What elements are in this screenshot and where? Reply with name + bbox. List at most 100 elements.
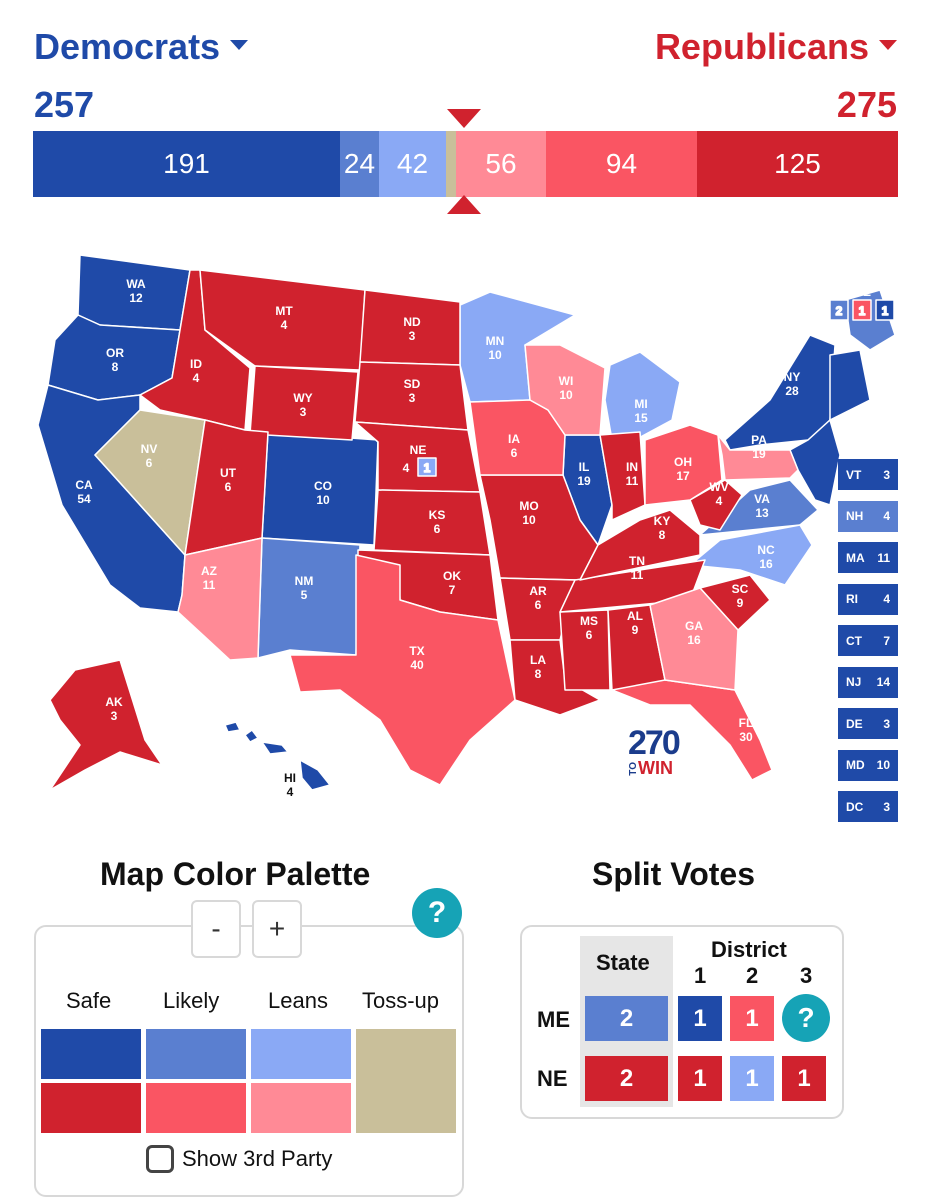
state-ev-la: 8 — [535, 667, 542, 681]
state-ut[interactable] — [184, 419, 269, 556]
state-ev-ak: 3 — [111, 709, 118, 723]
state-ak[interactable] — [49, 659, 163, 791]
state-ks[interactable] — [373, 489, 491, 556]
state-az[interactable] — [177, 537, 263, 661]
state-header: State — [596, 950, 650, 975]
state-hi[interactable] — [244, 729, 259, 743]
state-wv[interactable] — [689, 479, 743, 531]
ne-district-1[interactable]: 1 — [678, 1056, 722, 1101]
small-state-dc[interactable]: DC 3 — [838, 791, 898, 822]
small-state-de[interactable]: DE 3 — [838, 708, 898, 739]
majority-marker-top-icon — [447, 109, 481, 128]
palette-col-safe: Safe — [66, 988, 112, 1013]
ne-state-votes[interactable]: 2 — [585, 1056, 668, 1101]
state-hi-mid[interactable] — [261, 741, 289, 755]
small-state-md[interactable]: MD 10 — [838, 749, 898, 781]
small-state-abbr: NH — [846, 509, 864, 523]
state-label-pa: PA — [751, 433, 767, 447]
state-label-co: CO — [314, 479, 332, 493]
state-ev-nd: 3 — [409, 329, 416, 343]
state-ev-ar: 6 — [535, 598, 542, 612]
checkbox[interactable] — [146, 1145, 174, 1173]
ne-district-2[interactable]: 1 — [730, 1056, 774, 1101]
state-label-or: OR — [106, 346, 124, 360]
state-ev-ok: 7 — [449, 583, 456, 597]
small-state-ct[interactable]: CT 7 — [838, 625, 898, 656]
minus-button[interactable]: - — [191, 900, 241, 958]
state-ev-nc: 16 — [759, 557, 773, 571]
small-state-nh[interactable]: NH 4 — [838, 500, 898, 532]
me-district-2[interactable]: 1 — [730, 996, 774, 1041]
state-ev-il: 19 — [577, 474, 591, 488]
state-label-id: ID — [190, 357, 202, 371]
state-ev-wv: 4 — [716, 494, 723, 508]
palette-col-tossup: Toss-up — [362, 988, 440, 1013]
state-tx[interactable] — [289, 554, 516, 786]
bar-rep-likely: 94 — [546, 131, 697, 197]
state-wi[interactable] — [524, 344, 606, 436]
state-nc[interactable] — [689, 524, 813, 586]
majority-marker-bottom-icon — [447, 195, 481, 214]
me-state-votes[interactable]: 2 — [585, 996, 668, 1041]
state-hi-small[interactable] — [224, 721, 241, 733]
small-state-vt[interactable]: VT 3 — [838, 459, 898, 490]
state-label-in: IN — [626, 460, 638, 474]
small-state-ma[interactable]: MA 11 — [838, 542, 898, 573]
state-in[interactable] — [599, 431, 646, 521]
swatch-dem-safe[interactable] — [41, 1029, 141, 1079]
bar-rep-safe: 125 — [697, 131, 898, 197]
state-label-nm: NM — [295, 574, 314, 588]
swatch-rep-safe[interactable] — [41, 1083, 141, 1133]
state-label-wi: WI — [559, 374, 574, 388]
state-mt[interactable] — [199, 269, 366, 371]
democrats-total: 257 — [34, 84, 95, 125]
state-hi-big[interactable] — [299, 759, 331, 791]
logo-win: WIN — [638, 758, 673, 778]
swatch-dem-leans[interactable] — [251, 1029, 351, 1079]
state-label-ia: IA — [508, 432, 520, 446]
state-label-ut: UT — [220, 466, 237, 480]
state-ev-sd: 3 — [409, 391, 416, 405]
state-label-mo: MO — [519, 499, 538, 513]
state-label-nd: ND — [403, 315, 421, 329]
swatch-rep-likely[interactable] — [146, 1083, 246, 1133]
state-oh[interactable] — [644, 424, 723, 506]
state-va[interactable] — [699, 479, 819, 536]
logo-to: TO — [628, 762, 639, 776]
state-wy[interactable] — [249, 365, 359, 441]
state-ev-ga: 16 — [687, 633, 701, 647]
palette-help-button[interactable]: ? — [412, 888, 462, 938]
small-state-ev: 11 — [877, 550, 890, 565]
district-2-header: 2 — [746, 963, 759, 988]
state-ev-ks: 6 — [434, 522, 441, 536]
bar-dem-likely: 24 — [340, 131, 379, 197]
state-nm[interactable] — [257, 537, 361, 659]
palette-panel — [34, 925, 464, 1197]
ne-district-3[interactable]: 1 — [782, 1056, 826, 1101]
state-ev-va: 13 — [755, 506, 769, 520]
me-district-1[interactable]: 1 — [678, 996, 722, 1041]
state-ne-corner[interactable] — [829, 349, 871, 421]
swatch-tossup[interactable] — [356, 1029, 456, 1133]
me-district-3-help-button[interactable]: ? — [782, 994, 830, 1042]
small-state-nj[interactable]: NJ 14 — [838, 666, 898, 698]
state-ev-in: 11 — [626, 474, 639, 488]
state-pa[interactable] — [717, 434, 799, 481]
swatch-dem-likely[interactable] — [146, 1029, 246, 1079]
swatch-rep-leans[interactable] — [251, 1083, 351, 1133]
show-third-party-toggle[interactable]: Show 3rd Party — [146, 1145, 332, 1173]
state-label-ny: NY — [784, 370, 801, 384]
me-district-2-label: 2 — [836, 304, 843, 318]
state-mi[interactable] — [604, 351, 681, 441]
democrats-dropdown[interactable]: Democrats — [34, 26, 249, 68]
plus-button[interactable]: + — [252, 900, 302, 958]
state-ky[interactable] — [579, 509, 701, 581]
state-label-ok: OK — [443, 569, 461, 583]
state-label-hi: HI — [284, 771, 296, 785]
republicans-dropdown[interactable]: Republicans — [655, 26, 897, 68]
state-ms[interactable] — [559, 609, 611, 691]
state-ga[interactable] — [649, 587, 739, 691]
bar-dem-safe: 191 — [33, 131, 340, 197]
ne-district-label: 1 — [424, 461, 431, 475]
small-state-ri[interactable]: RI 4 — [838, 583, 898, 615]
